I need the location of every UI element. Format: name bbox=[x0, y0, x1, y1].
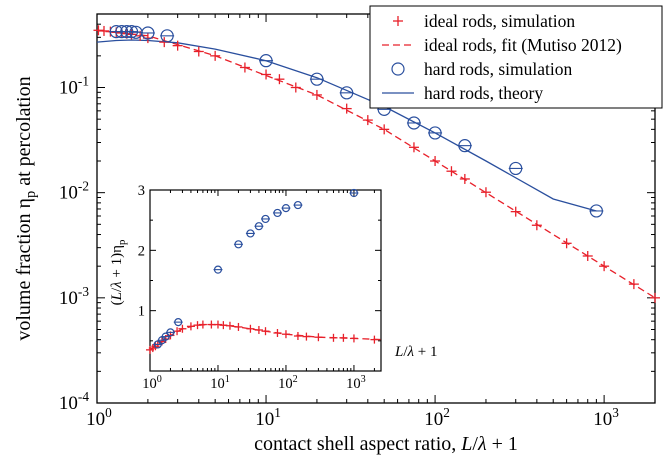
ideal-rods-point bbox=[628, 279, 639, 290]
inset-ideal-point bbox=[293, 332, 302, 341]
ideal-rods-point bbox=[582, 250, 593, 261]
hard-rods-point bbox=[160, 29, 175, 43]
x-tick-label: 103 bbox=[593, 405, 619, 430]
inset-hard-point bbox=[213, 265, 223, 274]
ideal-rods-point bbox=[531, 220, 542, 231]
inset-ideal-point bbox=[198, 320, 207, 329]
inset-y-axis-label: (L/λ + 1)ηp​ bbox=[109, 240, 128, 306]
hard-rods-point bbox=[259, 54, 274, 68]
inset-y-tick-label: 2 bbox=[138, 243, 145, 259]
inset-hard-point bbox=[349, 188, 359, 198]
hard-rods-point bbox=[309, 72, 324, 86]
hard-rods-point bbox=[339, 86, 354, 100]
inset-hard-point bbox=[281, 204, 291, 213]
inset-ideal-point bbox=[314, 333, 323, 342]
inset-ideal-point bbox=[178, 324, 187, 333]
ideal-rods-point bbox=[510, 206, 521, 217]
ideal-rods-point bbox=[650, 292, 660, 303]
ideal-rods-point bbox=[341, 103, 352, 114]
inset-y-tick-label: 3 bbox=[138, 183, 145, 199]
legend-marker bbox=[391, 62, 405, 76]
inset-ideal-point bbox=[186, 322, 195, 331]
ideal-rods-point bbox=[98, 25, 109, 36]
inset-hard-point bbox=[293, 200, 303, 210]
inset-frame bbox=[149, 189, 382, 372]
hard-rods-point bbox=[406, 116, 421, 130]
x-tick-label: 100 bbox=[86, 405, 112, 430]
inset-ideal-point bbox=[339, 333, 348, 342]
inset-hard-point bbox=[161, 332, 171, 341]
inset-ideal-point bbox=[281, 330, 290, 339]
legend-entry-label: hard rods, simulation bbox=[424, 59, 572, 79]
y-tick-label: 10-3 bbox=[59, 284, 89, 309]
legend-marker bbox=[393, 16, 403, 26]
main-plot: 100 101 102 103 10-4 10-3 10-2 10-1 contact shel… bbox=[13, 13, 660, 455]
ideal-rods-point bbox=[408, 142, 419, 153]
ideal-rods-point bbox=[290, 82, 301, 93]
y-tick-label: 10-2 bbox=[59, 179, 89, 204]
hard-rods-point bbox=[508, 161, 523, 176]
ideal-rods-point bbox=[172, 40, 183, 51]
inset-hard-point bbox=[261, 214, 270, 224]
inset-ideal-point bbox=[225, 321, 234, 330]
inset-hard-point bbox=[165, 328, 175, 337]
inset-ideal-point bbox=[370, 335, 379, 344]
ideal-rods-point bbox=[210, 50, 221, 61]
legend-box bbox=[369, 5, 663, 109]
inset-y-tick-label: 1 bbox=[138, 304, 145, 320]
ideal-rods-point bbox=[193, 46, 204, 57]
hard-rods-point bbox=[457, 139, 472, 153]
inset-hard-point bbox=[173, 318, 183, 327]
ideal-rods-point bbox=[480, 187, 491, 198]
ideal-rods-point bbox=[459, 173, 470, 184]
ideal-rods-point bbox=[599, 261, 610, 272]
hard-rods-point bbox=[124, 25, 139, 39]
inset-ideal-point bbox=[261, 327, 270, 336]
inset-hard-point bbox=[153, 340, 163, 349]
inset-ideal-point bbox=[329, 333, 338, 342]
hard-rods-point bbox=[140, 26, 155, 40]
inset-plot: 100 101 102 103 1 2 3 (L/λ + 1)ηp​ L/λ + 1 bbox=[109, 183, 437, 392]
inset-hard-point bbox=[233, 240, 243, 249]
inset-x-tick-label: 103 bbox=[346, 374, 366, 392]
inset-x-axis-label: L/λ + 1 bbox=[394, 344, 437, 360]
ideal-rods-point bbox=[362, 115, 373, 126]
legend-entry-label: hard rods, theory bbox=[424, 83, 543, 103]
legend-entry-label: ideal rods, simulation bbox=[424, 11, 575, 31]
ideal-rods-point bbox=[261, 69, 272, 80]
inset-hard-point bbox=[272, 208, 282, 218]
y-tick-label: 10-1 bbox=[59, 74, 89, 99]
legend: ideal rods, simulation ideal rods, fit (M… bbox=[369, 5, 663, 109]
inset-ideal-point bbox=[173, 327, 182, 336]
hard-rods-point bbox=[428, 126, 443, 140]
inset-ideal-point bbox=[254, 325, 263, 334]
ideal-rods-point bbox=[93, 25, 104, 36]
ideal-rods-point bbox=[430, 156, 441, 167]
inset-x-tick-label: 101 bbox=[210, 374, 230, 392]
inset-x-tick-label: 102 bbox=[278, 374, 298, 392]
y-tick-label: 10-4 bbox=[59, 389, 89, 414]
inset-x-tick-label: 100 bbox=[142, 374, 162, 392]
ideal-rods-point bbox=[446, 166, 457, 177]
hard-rods-point bbox=[589, 204, 604, 218]
inset-ideal-point bbox=[234, 322, 243, 331]
ideal-rods-point bbox=[561, 238, 572, 249]
ideal-rods-point bbox=[274, 74, 285, 85]
y-axis-label: volume fraction ηp​ at percolation bbox=[13, 76, 39, 340]
ideal-rods-point bbox=[311, 89, 322, 100]
x-tick-label: 101 bbox=[255, 405, 281, 430]
inset-ideal-point bbox=[349, 334, 358, 343]
legend-entry-label: ideal rods, fit (Mutiso 2012) bbox=[424, 35, 622, 55]
inset-hard-point bbox=[254, 222, 264, 231]
inset-ideal-point bbox=[302, 332, 311, 341]
x-axis-label: contact shell aspect ratio, L/λ + 1 bbox=[254, 433, 518, 455]
x-tick-label: 102 bbox=[424, 405, 450, 430]
inset-hard-point bbox=[245, 229, 255, 238]
inset-ideal-point bbox=[246, 324, 255, 333]
inset-ideal-point bbox=[273, 328, 282, 337]
ideal-rods-point bbox=[239, 62, 250, 73]
ideal-rods-point bbox=[379, 124, 390, 135]
